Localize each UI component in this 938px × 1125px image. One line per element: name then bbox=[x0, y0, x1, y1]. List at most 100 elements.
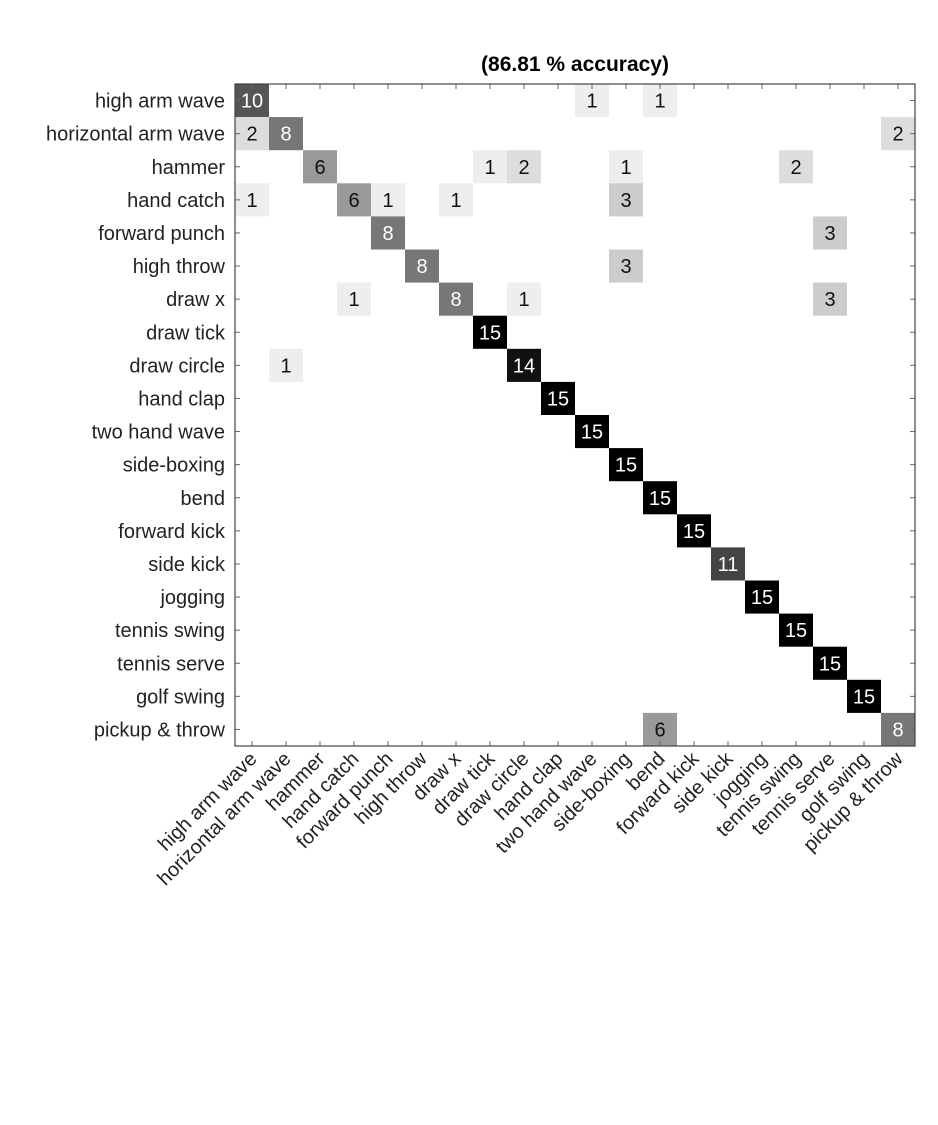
cell-value-label: 1 bbox=[450, 190, 461, 212]
row-label-two-hand-wave: two hand wave bbox=[92, 422, 225, 444]
cell-value-label: 6 bbox=[314, 157, 325, 179]
cell-value-label: 15 bbox=[819, 653, 841, 675]
matrix-cell bbox=[711, 547, 745, 581]
row-label-tennis-serve: tennis serve bbox=[117, 653, 225, 675]
cell-value-label: 2 bbox=[518, 157, 529, 179]
matrix-cell bbox=[235, 117, 269, 151]
matrix-cell bbox=[609, 249, 643, 283]
row-label-jogging: jogging bbox=[159, 587, 225, 609]
plot-frame bbox=[234, 83, 916, 747]
matrix-cell bbox=[235, 84, 269, 118]
cell-value-label: 15 bbox=[683, 521, 705, 543]
row-label-draw-x: draw x bbox=[166, 289, 225, 311]
row-label-bend: bend bbox=[181, 488, 226, 510]
matrix-cell bbox=[881, 712, 915, 746]
cell-value-label: 1 bbox=[280, 355, 291, 377]
cell-value-label: 8 bbox=[892, 719, 903, 741]
row-label-side-boxing: side-boxing bbox=[123, 455, 225, 477]
matrix-cell bbox=[575, 415, 609, 449]
cell-value-label: 15 bbox=[581, 422, 603, 444]
cell-value-label: 1 bbox=[518, 289, 529, 311]
matrix-cell bbox=[371, 216, 405, 250]
cell-value-label: 2 bbox=[246, 124, 257, 146]
matrix-cell bbox=[439, 183, 473, 217]
y-tick-labels: high arm wave horizontal arm wave hammer ha… bbox=[46, 91, 226, 742]
matrix-cell bbox=[677, 514, 711, 548]
row-label-tennis-swing: tennis swing bbox=[115, 620, 225, 642]
cell-value-label: 15 bbox=[649, 488, 671, 510]
row-label-golf-swing: golf swing bbox=[136, 686, 225, 708]
cell-value-label: 1 bbox=[246, 190, 257, 212]
cell-value-label: 1 bbox=[654, 91, 665, 113]
row-label-draw-tick: draw tick bbox=[146, 322, 226, 344]
matrix-cell bbox=[609, 448, 643, 482]
cell-value-label: 1 bbox=[484, 157, 495, 179]
cell-value-label: 1 bbox=[620, 157, 631, 179]
row-label-hand-clap: hand clap bbox=[138, 388, 225, 410]
cell-value-label: 10 bbox=[241, 91, 263, 113]
cell-value-label: 1 bbox=[382, 190, 393, 212]
matrix-cell bbox=[643, 481, 677, 515]
matrix-cell bbox=[473, 150, 507, 184]
matrix-cell bbox=[813, 282, 847, 316]
matrix-cell bbox=[541, 381, 575, 415]
cell-value-label: 15 bbox=[547, 388, 569, 410]
matrix-cell bbox=[371, 183, 405, 217]
matrix-cell bbox=[745, 580, 779, 614]
row-label-hammer: hammer bbox=[152, 157, 226, 179]
matrix-cell bbox=[507, 150, 541, 184]
row-label-side-kick: side kick bbox=[148, 554, 226, 576]
matrix-cell bbox=[303, 150, 337, 184]
row-label-horizontal-arm-wave: horizontal arm wave bbox=[46, 124, 225, 146]
matrix-cell bbox=[881, 117, 915, 151]
matrix-cell bbox=[609, 150, 643, 184]
cell-value-label: 11 bbox=[718, 554, 739, 576]
cell-value-label: 8 bbox=[382, 223, 393, 245]
cell-value-label: 2 bbox=[790, 157, 801, 179]
cell-value-label: 3 bbox=[824, 289, 835, 311]
matrix-cell bbox=[813, 216, 847, 250]
matrix-cell bbox=[507, 282, 541, 316]
cell-value-label: 3 bbox=[620, 256, 631, 278]
matrix-cell bbox=[439, 282, 473, 316]
cell-value-label: 8 bbox=[416, 256, 427, 278]
cell-value-label: 14 bbox=[513, 355, 535, 377]
cell-value-label: 15 bbox=[751, 587, 773, 609]
matrix-cell bbox=[507, 348, 541, 382]
cell-value-label: 15 bbox=[785, 620, 807, 642]
matrix-cell bbox=[337, 183, 371, 217]
matrix-cell bbox=[643, 712, 677, 746]
matrix-cell bbox=[609, 183, 643, 217]
matrix-cell bbox=[813, 646, 847, 680]
matrix-cell bbox=[847, 679, 881, 713]
cell-value-label: 8 bbox=[280, 124, 291, 146]
matrix-cell bbox=[269, 117, 303, 151]
row-label-hand-catch: hand catch bbox=[127, 190, 225, 212]
matrix-cell bbox=[643, 84, 677, 118]
chart-title: (86.81 % accuracy) bbox=[481, 53, 669, 76]
matrix-cell bbox=[235, 183, 269, 217]
cell-value-label: 6 bbox=[654, 719, 665, 741]
row-label-draw-circle: draw circle bbox=[129, 355, 225, 377]
matrix-cell bbox=[405, 249, 439, 283]
row-label-forward-punch: forward punch bbox=[98, 223, 225, 245]
row-label-high-throw: high throw bbox=[133, 256, 226, 278]
cell-value-label: 15 bbox=[853, 686, 875, 708]
matrix-cell bbox=[269, 348, 303, 382]
matrix-cell bbox=[779, 613, 813, 647]
row-label-forward-kick: forward kick bbox=[118, 521, 226, 543]
row-label-pickup-and-throw: pickup & throw bbox=[94, 719, 226, 741]
cell-value-label: 6 bbox=[348, 190, 359, 212]
cell-value-label: 3 bbox=[824, 223, 835, 245]
matrix-cell bbox=[779, 150, 813, 184]
cell-value-label: 15 bbox=[615, 455, 637, 477]
cell-value-label: 15 bbox=[479, 322, 501, 344]
row-label-high-arm-wave: high arm wave bbox=[95, 91, 225, 113]
cell-value-label: 1 bbox=[348, 289, 359, 311]
matrix-cell bbox=[473, 315, 507, 349]
cell-value-label: 8 bbox=[450, 289, 461, 311]
cell-value-label: 2 bbox=[892, 124, 903, 146]
